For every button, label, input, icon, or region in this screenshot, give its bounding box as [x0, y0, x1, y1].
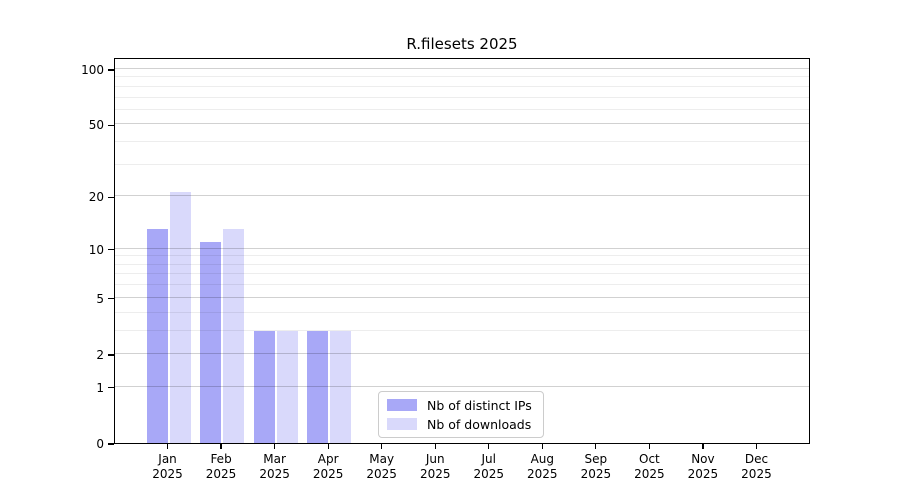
minor-gridline	[115, 141, 809, 142]
y-tick-label: 100	[81, 62, 104, 77]
x-tick-mark	[220, 444, 222, 449]
y-tick-mark	[108, 124, 114, 126]
chart-title: R.filesets 2025	[406, 35, 518, 53]
x-tick-label: May 2025	[366, 452, 397, 481]
x-tick-mark	[327, 444, 329, 449]
x-tick-mark	[166, 444, 169, 449]
x-tick-mark	[488, 444, 490, 449]
major-gridline	[115, 385, 809, 387]
minor-gridline	[115, 76, 809, 78]
legend-item-distinct-ips: Nb of distinct IPs	[387, 398, 535, 413]
bar-nb-of-distinct-ips-jan	[146, 229, 168, 443]
minor-gridline	[115, 311, 809, 313]
x-tick-mark	[434, 444, 436, 449]
major-gridline	[115, 67, 809, 69]
y-tick-mark	[108, 69, 114, 71]
minor-gridline	[115, 284, 809, 286]
y-tick-label: 1	[96, 380, 104, 395]
y-tick-label: 20	[88, 190, 104, 205]
x-tick-label: Aug 2025	[527, 452, 558, 481]
minor-gridline	[115, 163, 809, 165]
minor-gridline	[115, 273, 809, 275]
x-tick-mark	[274, 444, 276, 449]
bar-nb-of-distinct-ips-mar	[253, 330, 275, 443]
legend-item-downloads: Nb of downloads	[387, 417, 535, 432]
bar-nb-of-downloads-jan	[169, 192, 191, 443]
x-tick-label: Jan 2025	[152, 452, 183, 481]
y-tick-mark	[108, 196, 114, 198]
major-gridline	[115, 195, 809, 197]
minor-gridline	[115, 108, 809, 110]
x-tick-label: Feb 2025	[205, 452, 237, 481]
y-tick-label: 10	[88, 242, 104, 257]
bar-nb-of-distinct-ips-apr	[307, 330, 329, 443]
minor-gridline	[115, 329, 809, 331]
bar-nb-of-downloads-mar	[276, 330, 298, 443]
major-gridline	[115, 123, 809, 125]
y-tick-mark	[108, 443, 114, 445]
y-tick-label: 0	[96, 437, 104, 451]
y-tick-label: 5	[96, 291, 104, 306]
legend-label-distinct-ips: Nb of distinct IPs	[427, 397, 532, 413]
bar-nb-of-distinct-ips-feb	[200, 241, 222, 443]
bar-nb-of-downloads-feb	[223, 229, 245, 443]
y-tick-mark	[108, 249, 114, 251]
y-tick-mark	[108, 354, 114, 356]
x-tick-label: Jun 2025	[419, 452, 451, 481]
x-tick-label: Mar 2025	[259, 452, 290, 481]
plot-area: Nb of distinct IPs Nb of downloads	[114, 58, 810, 444]
x-tick-mark	[648, 444, 650, 449]
minor-gridline	[115, 263, 809, 265]
legend: Nb of distinct IPs Nb of downloads	[378, 391, 544, 438]
x-tick-label: Apr 2025	[312, 452, 344, 481]
major-gridline	[115, 247, 809, 249]
x-tick-mark	[541, 444, 543, 449]
bar-nb-of-downloads-apr	[330, 330, 352, 443]
legend-label-downloads: Nb of downloads	[427, 416, 532, 432]
distinct-ips-swatch	[387, 399, 417, 411]
x-tick-label: Jul 2025	[473, 452, 505, 481]
major-gridline	[115, 296, 809, 298]
downloads-swatch	[387, 418, 417, 430]
y-tick-mark	[108, 387, 114, 389]
x-tick-mark	[595, 444, 597, 449]
x-tick-mark	[702, 444, 704, 449]
x-tick-label: Nov 2025	[687, 452, 719, 481]
y-tick-mark	[108, 298, 114, 300]
minor-gridline	[115, 96, 809, 98]
x-tick-label: Oct 2025	[634, 452, 665, 481]
minor-gridline	[115, 255, 809, 257]
x-tick-mark	[755, 444, 758, 449]
y-tick-label: 2	[96, 347, 104, 362]
minor-gridline	[115, 85, 809, 87]
x-tick-mark	[381, 444, 383, 449]
major-gridline	[115, 352, 809, 354]
y-tick-label: 50	[88, 118, 104, 133]
x-tick-label: Dec 2025	[741, 452, 772, 481]
x-tick-label: Sep 2025	[580, 452, 612, 481]
